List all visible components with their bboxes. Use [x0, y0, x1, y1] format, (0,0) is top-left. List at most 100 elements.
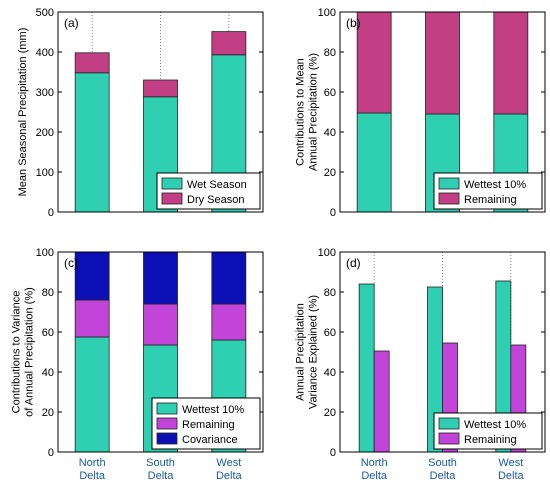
axes-frame: [339, 11, 546, 213]
x-tick-label-line: Delta: [79, 470, 106, 482]
bar-remaining-3: [211, 303, 247, 341]
y-axis-label-line: Variance Explained (%): [308, 295, 320, 409]
panel-label: (c): [64, 256, 78, 270]
bar-covariance-3: [211, 251, 247, 305]
panel-label: (b): [346, 16, 361, 30]
panel-label: (d): [346, 256, 361, 270]
legend-swatch: [161, 192, 183, 205]
legend-label: Remaining: [464, 194, 517, 206]
bar-dry-season-2: [143, 79, 178, 98]
y-axis-label-line: of Annual Precipitation (%): [24, 287, 36, 417]
legend-swatch: [438, 192, 460, 205]
x-tick-label-line: West: [216, 457, 241, 469]
bar-covariance-2: [143, 251, 178, 305]
y-tick-label: 100: [36, 247, 54, 259]
y-tick-label: 20: [42, 407, 54, 419]
x-tick-label-line: Delta: [148, 470, 175, 482]
y-tick-label: 500: [36, 7, 54, 19]
panel-label: (a): [64, 16, 79, 30]
bar-wettest-10--1: [358, 283, 375, 453]
x-tick-label: West Delta: [216, 457, 243, 482]
y-axis-label-line: Mean Seasonal Precipitation (mm): [17, 28, 29, 197]
x-tick-label-line: South: [146, 457, 175, 469]
y-axis-label-line: Annual Precipitation: [295, 303, 307, 401]
y-tick-label: 40: [324, 367, 336, 379]
bar-remaining-1: [356, 11, 392, 114]
x-tick-label: South Delta: [146, 457, 175, 482]
y-axis-label: Mean Seasonal Precipitation (mm): [17, 28, 29, 197]
x-tick-label-line: West: [498, 457, 523, 469]
y-tick-label: 100: [318, 247, 336, 259]
x-tick-label-line: Delta: [361, 470, 388, 482]
legend-label: Remaining: [182, 419, 235, 431]
y-axis-label: Annual PrecipitationVariance Explained (…: [295, 295, 320, 409]
legend-swatch: [438, 432, 460, 445]
y-tick-label: 80: [42, 287, 54, 299]
x-tick-label-line: South: [428, 457, 457, 469]
y-tick-label: 60: [42, 327, 54, 339]
x-tick-label-line: Delta: [498, 470, 525, 482]
legend: Wettest 10% Remaining: [433, 172, 543, 210]
y-axis-label-line: Contributions to Mean: [295, 58, 307, 166]
y-tick-label: 400: [36, 47, 54, 59]
x-tick-label-line: North: [79, 457, 106, 469]
y-axis-label-line: Annual Precipitation (%): [308, 53, 320, 171]
bar-wettest-10--1: [74, 336, 110, 453]
y-tick-label: 80: [324, 47, 336, 59]
legend-label: Wettest 10%: [464, 179, 526, 191]
y-tick-label: 60: [324, 87, 336, 99]
y-axis-label: Contributions to Varianceof Annual Preci…: [11, 287, 36, 417]
legend-label: Remaining: [464, 434, 517, 446]
bar-covariance-1: [74, 251, 110, 301]
axes-frame: [339, 251, 546, 453]
legend-label: Dry Season: [187, 194, 244, 206]
legend-swatch: [161, 177, 183, 190]
bar-remaining-2: [143, 303, 178, 346]
x-tick-label-line: Delta: [216, 470, 243, 482]
bar-dry-season-1: [74, 52, 110, 74]
legend-label: Wettest 10%: [182, 404, 244, 416]
y-tick-label: 100: [318, 7, 336, 19]
bar-remaining-3: [493, 11, 529, 115]
legend-label: Covariance: [182, 434, 238, 446]
y-tick-label: 100: [36, 167, 54, 179]
y-tick-label: 20: [324, 167, 336, 179]
y-tick-label: 0: [330, 207, 336, 219]
legend: Wettest 10% Remaining: [433, 412, 543, 450]
legend-label: Wettest 10%: [464, 419, 526, 431]
y-tick-label: 40: [324, 127, 336, 139]
panel-1: 0 100 200 300 400 500 Mean Seasonal Precipitat…: [17, 7, 264, 219]
bar-remaining-2: [425, 11, 460, 115]
bar-remaining-1: [74, 299, 110, 338]
x-tick-label: West Delta: [498, 457, 525, 482]
y-tick-label: 60: [324, 327, 336, 339]
legend-swatch: [156, 432, 178, 445]
legend-label: Wet Season: [187, 179, 247, 191]
bar-dry-season-3: [211, 31, 247, 56]
y-tick-label: 80: [324, 287, 336, 299]
axes-frame: [57, 11, 264, 213]
x-tick-label: South Delta: [428, 457, 457, 482]
x-tick-label-line: Delta: [430, 470, 457, 482]
bar-remaining-1: [373, 350, 390, 453]
y-tick-label: 0: [48, 447, 54, 459]
panel-2: 0 20 40 60 80 100 Contributions to MeanAnnual …: [295, 7, 546, 219]
legend: Wet Season Dry Season: [156, 172, 261, 210]
y-tick-label: 200: [36, 127, 54, 139]
x-tick-label: North Delta: [361, 457, 388, 482]
legend-swatch: [438, 177, 460, 190]
x-tick-label: North Delta: [79, 457, 106, 482]
y-tick-label: 0: [330, 447, 336, 459]
y-axis-label: Contributions to MeanAnnual Precipitatio…: [295, 53, 320, 171]
bar-wet-season-1: [74, 72, 110, 213]
y-tick-label: 0: [48, 207, 54, 219]
legend-swatch: [438, 417, 460, 430]
x-tick-label-line: North: [361, 457, 388, 469]
bar-wettest-10--1: [356, 112, 392, 213]
y-tick-label: 300: [36, 87, 54, 99]
y-axis-label-line: Contributions to Variance: [11, 291, 23, 414]
legend-swatch: [156, 417, 178, 430]
